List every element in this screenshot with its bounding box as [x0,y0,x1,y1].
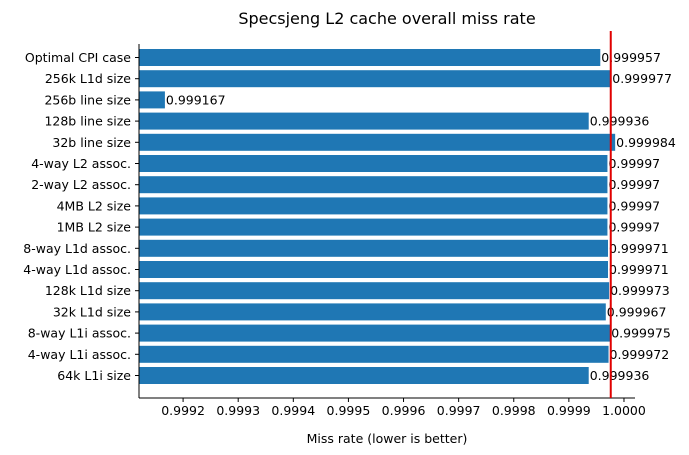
y-tick-label: 64k L1i size [57,368,131,383]
bar [139,367,589,384]
bar [139,176,608,194]
x-tick-label: 0.9992 [161,403,205,418]
x-tick-label: 1.0000 [602,403,646,418]
x-tick-label: 0.9993 [216,403,260,418]
bar [139,324,611,342]
data-label: 0.999971 [609,262,669,277]
data-label: 0.999967 [607,304,667,319]
bar [139,261,608,278]
data-label: 0.99997 [608,220,660,235]
x-axis-label: Miss rate (lower is better) [307,431,468,446]
bar [139,133,616,151]
x-tick-label: 0.9998 [492,403,536,418]
data-label: 0.99997 [608,198,660,213]
y-tick-label: 4-way L1d assoc. [23,262,131,277]
y-tick-label: Optimal CPI case [25,50,131,65]
x-tick-labels-group: 0.9992 0.9993 0.9994 0.9995 0.9996 0.9997 0.99… [161,398,646,418]
bar [139,70,612,88]
bars-group [139,49,616,384]
data-label: 0.999971 [609,241,669,256]
bar [139,282,610,300]
data-label: 0.999936 [590,368,650,383]
y-tick-label: 256b line size [44,92,131,107]
bar [139,345,609,363]
bar [139,112,589,130]
chart-title: Specsjeng L2 cache overall miss rate [238,9,535,28]
data-label: 0.999167 [166,92,226,107]
y-tick-label: 4-way L1i assoc. [28,347,131,362]
bar [139,197,608,215]
x-tick-label: 0.9999 [547,403,591,418]
data-label: 0.999972 [610,347,670,362]
data-label: 0.99997 [608,156,660,171]
y-tick-labels-group: Optimal CPI case 256k L1d size 256b line s… [23,50,139,383]
bar [139,155,608,172]
data-label: 0.999984 [616,135,676,150]
y-tick-label: 4-way L2 assoc. [31,156,131,171]
data-label: 0.99997 [608,177,660,192]
x-tick-label: 0.9996 [382,403,426,418]
y-tick-label: 128b line size [44,114,131,129]
bar [139,239,608,257]
y-tick-label: 8-way L1i assoc. [28,326,131,341]
bar [139,91,165,109]
y-tick-label: 4MB L2 size [57,198,132,213]
value-labels-group: 0.999957 0.999977 0.999167 0.999936 0.999984… [166,50,676,383]
y-tick-label: 1MB L2 size [57,220,132,235]
bar [139,49,601,66]
y-tick-label: 8-way L1d assoc. [23,241,131,256]
data-label: 0.999973 [610,283,670,298]
bar [139,303,606,321]
data-label: 0.999975 [611,326,671,341]
data-label: 0.999977 [612,71,672,86]
y-tick-label: 128k L1d size [45,283,131,298]
bar [139,218,608,236]
y-tick-label: 32k L1d size [53,304,131,319]
data-label: 0.999957 [601,50,661,65]
y-tick-label: 2-way L2 assoc. [31,177,131,192]
x-tick-label: 0.9994 [271,403,315,418]
y-tick-label: 256k L1d size [45,71,131,86]
data-label: 0.999936 [590,114,650,129]
x-tick-label: 0.9995 [327,403,371,418]
x-tick-label: 0.9997 [437,403,481,418]
y-tick-label: 32b line size [52,135,131,150]
